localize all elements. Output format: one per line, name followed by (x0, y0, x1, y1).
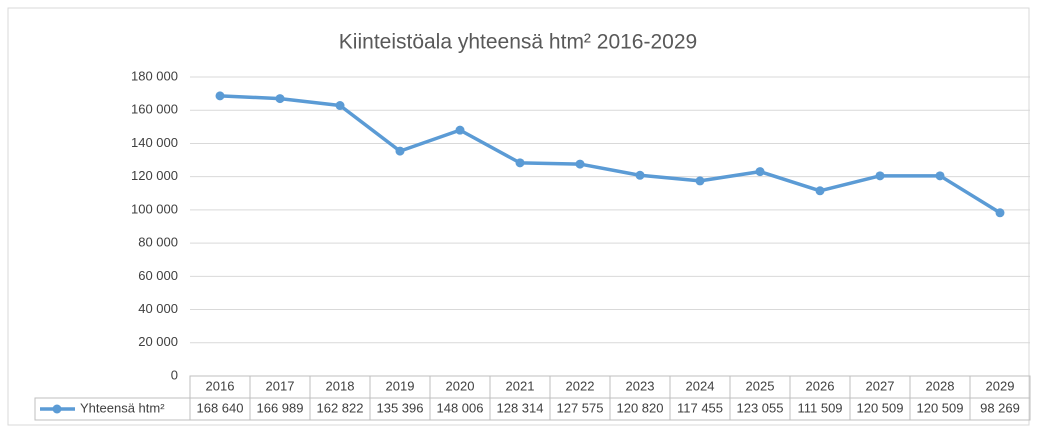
table-value: 117 455 (677, 400, 723, 415)
table-value: 162 822 (317, 400, 364, 415)
line (219, 94, 1001, 215)
table-value: 127 575 (557, 400, 604, 415)
legend-marker (52, 404, 62, 414)
table-value: 168 640 (197, 400, 244, 415)
table-value: 120 509 (917, 400, 964, 415)
point (215, 91, 225, 101)
table-value: 128 314 (497, 400, 544, 415)
x-tick-label: 2026 (806, 378, 835, 393)
x-tick-label: 2029 (986, 378, 1015, 393)
x-tick-label: 2018 (326, 378, 355, 393)
y-tick-label: 180 000 (131, 68, 178, 83)
y-tick-label: 40 000 (138, 301, 178, 316)
table-value: 120 509 (857, 400, 904, 415)
table-cell (969, 397, 1031, 421)
point (935, 171, 945, 181)
x-tick-label: 2023 (626, 378, 655, 393)
x-tick-label: 2020 (446, 378, 475, 393)
point (815, 186, 825, 196)
point (635, 170, 645, 180)
point (755, 167, 765, 177)
point (275, 94, 285, 104)
table-value: 111 509 (797, 400, 842, 415)
table-cell (34, 397, 191, 421)
point (335, 101, 345, 111)
table-value: 120 820 (617, 400, 664, 415)
table-value: 166 989 (257, 400, 304, 415)
point (995, 208, 1005, 218)
y-tick-label: 160 000 (131, 102, 178, 117)
y-tick-label: 140 000 (131, 135, 178, 150)
point (875, 171, 885, 181)
point (455, 125, 465, 135)
point (395, 146, 405, 156)
point (575, 159, 585, 169)
y-tick-label: 0 (171, 367, 178, 382)
point (695, 176, 705, 186)
x-tick-label: 2025 (746, 378, 775, 393)
x-tick-label: 2016 (206, 378, 235, 393)
x-tick-label: 2022 (566, 378, 595, 393)
table-value: 98 269 (980, 400, 1020, 415)
x-tick-label: 2017 (266, 378, 295, 393)
x-tick-label: 2021 (506, 378, 535, 393)
x-tick-label: 2024 (686, 378, 715, 393)
y-tick-label: 120 000 (131, 168, 178, 183)
y-tick-label: 100 000 (131, 201, 178, 216)
chart-title: Kiinteistöala yhteensä htm² 2016-2029 (339, 31, 697, 54)
y-tick-label: 80 000 (138, 235, 178, 250)
y-tick-label: 60 000 (138, 268, 178, 283)
legend-label: Yhteensä htm² (80, 400, 165, 415)
point (515, 158, 525, 168)
y-tick-label: 20 000 (138, 334, 178, 349)
table-value: 123 055 (737, 400, 784, 415)
x-tick-label: 2027 (866, 378, 895, 393)
table-value: 135 396 (377, 400, 424, 415)
table-value: 148 006 (437, 400, 484, 415)
x-tick-label: 2028 (926, 378, 955, 393)
x-tick-label: 2019 (386, 378, 415, 393)
